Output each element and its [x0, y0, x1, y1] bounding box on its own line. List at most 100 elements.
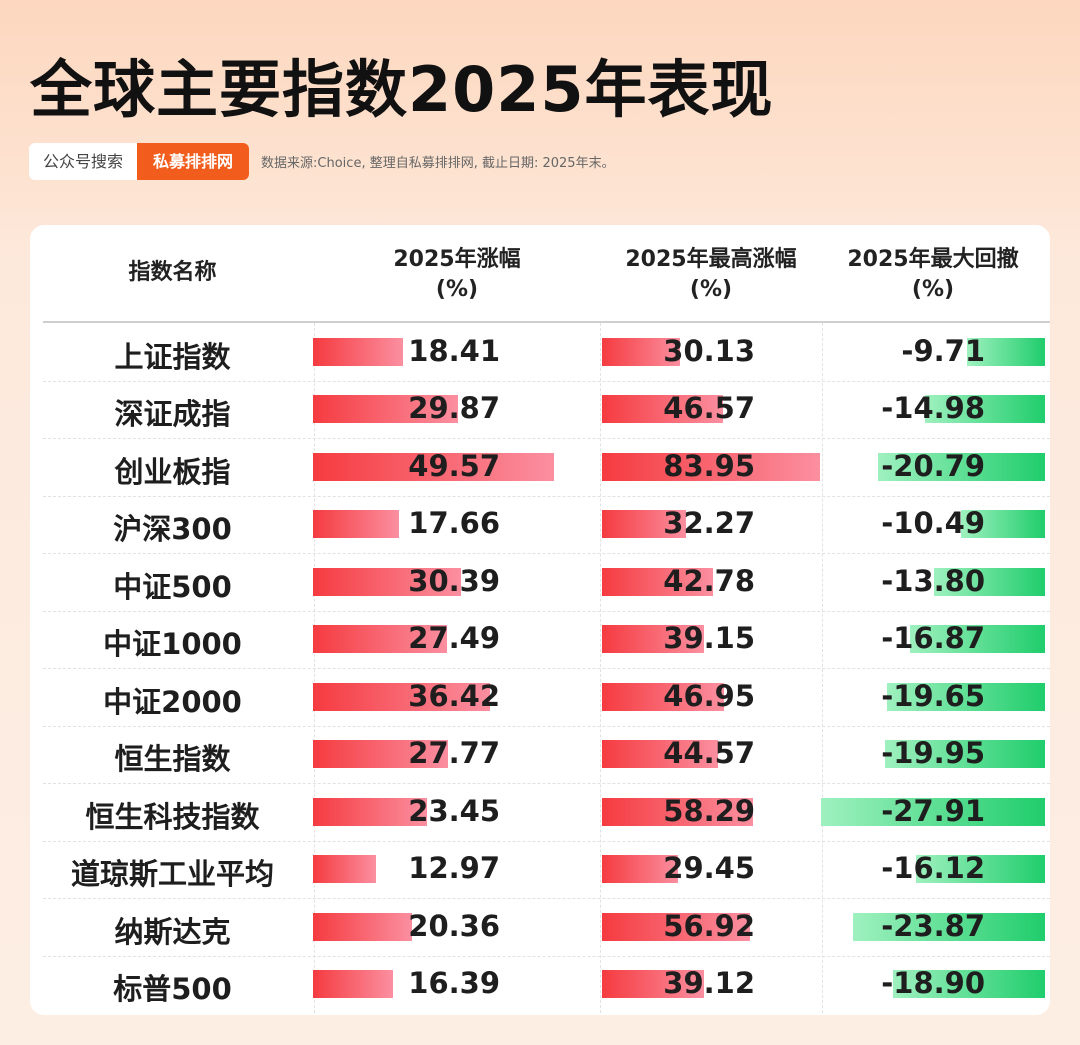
row-separator [43, 955, 1050, 957]
max-gain-value: 46.57 [663, 391, 755, 426]
data-table-card: 指数名称 2025年涨幅 (%) 2025年最高涨幅 (%) 2025年最大回撤… [30, 225, 1050, 1015]
index-name: 中证2000 [103, 684, 242, 719]
column-header-max-drawdown-line2: (%) [911, 277, 955, 302]
source-note: 数据来源:Choice, 整理自私募排排网, 截止日期: 2025年末。 [261, 156, 615, 171]
page-title: 全球主要指数2025年表现 [30, 53, 774, 126]
max-drawdown-value: -16.12 [881, 851, 985, 886]
max-gain-value: 42.78 [663, 563, 755, 598]
row-separator [43, 553, 1050, 554]
ytd-gain-value: 36.42 [408, 678, 500, 713]
max-drawdown-value: -16.87 [881, 621, 985, 656]
column-header-ytd-line1: 2025年涨幅 [393, 247, 521, 272]
max-gain-bar [602, 567, 714, 596]
ytd-gain-bar [313, 855, 377, 884]
ytd-gain-value: 29.87 [408, 391, 500, 426]
index-name: 创业板指 [114, 454, 231, 489]
index-name: 纳斯达克 [114, 914, 231, 949]
column-header-name: 指数名称 [30, 258, 315, 288]
row-separator [43, 783, 1050, 784]
ytd-gain-value: 30.39 [408, 563, 500, 598]
brand-tag: 私募排排网 [137, 143, 250, 180]
max-gain-bar [602, 452, 820, 481]
index-name: 恒生指数 [114, 742, 231, 777]
ytd-gain-bar [313, 970, 393, 999]
row-separator [43, 610, 1050, 612]
ytd-gain-value: 23.45 [408, 793, 500, 828]
max-drawdown-bar [909, 625, 1045, 654]
header-divider [43, 321, 1050, 323]
ytd-gain-bar [313, 740, 448, 769]
max-gain-value: 39.15 [663, 621, 755, 656]
max-gain-value: 58.29 [663, 793, 755, 828]
max-drawdown-bar [924, 395, 1045, 424]
max-gain-value: 39.12 [663, 966, 755, 1001]
max-drawdown-bar [884, 740, 1045, 769]
max-drawdown-value: -19.65 [881, 678, 985, 713]
max-gain-value: 29.45 [663, 851, 755, 886]
search-tag: 公众号搜索 [29, 143, 138, 180]
max-gain-bar [602, 682, 724, 711]
column-header-max-drawdown-line1: 2025年最大回撤 [847, 247, 1019, 272]
row-separator [43, 495, 1050, 497]
column-header-ytd-line2: (%) [435, 277, 479, 302]
row-separator [43, 898, 1050, 899]
row-separator [43, 380, 1050, 382]
source-tag-row: 公众号搜索 私募排排网 数据来源:Choice, 整理自私募排排网, 截止日期:… [29, 143, 615, 180]
max-drawdown-value: -20.79 [881, 448, 985, 483]
max-drawdown-value: -13.80 [881, 563, 985, 598]
max-gain-bar [602, 797, 754, 826]
max-gain-value: 83.95 [663, 448, 755, 483]
ytd-gain-bar [313, 682, 491, 711]
max-gain-value: 46.95 [663, 678, 755, 713]
ytd-gain-bar [313, 510, 399, 539]
max-drawdown-value: -10.49 [881, 506, 985, 541]
column-header-name-line1: 指数名称 [128, 260, 217, 285]
column-header-max-gain: 2025年最高涨幅 (%) [600, 245, 822, 305]
max-drawdown-bar [967, 337, 1045, 366]
row-separator [43, 725, 1050, 727]
index-name: 中证500 [113, 569, 232, 604]
max-gain-bar [602, 740, 718, 769]
max-gain-value: 32.27 [663, 506, 755, 541]
max-drawdown-bar [893, 970, 1045, 999]
ytd-gain-bar [313, 567, 461, 596]
max-gain-bar [602, 337, 681, 366]
column-header-max-gain-line1: 2025年最高涨幅 [625, 247, 797, 272]
row-separator [43, 840, 1050, 842]
ytd-gain-bar [313, 337, 403, 366]
max-drawdown-value: -23.87 [881, 908, 985, 943]
ytd-gain-value: 18.41 [408, 333, 500, 368]
max-drawdown-bar [878, 452, 1045, 481]
index-name: 道琼斯工业平均 [70, 857, 274, 892]
ytd-gain-bar [313, 797, 427, 826]
max-gain-bar [602, 395, 723, 424]
max-gain-value: 56.92 [663, 908, 755, 943]
max-drawdown-bar [915, 855, 1045, 884]
ytd-gain-bar [313, 452, 554, 481]
max-drawdown-bar [960, 510, 1045, 539]
index-name: 深证成指 [114, 397, 231, 432]
ytd-gain-value: 27.49 [408, 621, 500, 656]
max-drawdown-value: -14.98 [881, 391, 985, 426]
column-header-max-drawdown: 2025年最大回撤 (%) [822, 245, 1044, 305]
max-gain-bar [602, 510, 686, 539]
max-gain-bar [602, 625, 704, 654]
max-drawdown-value: -19.95 [881, 736, 985, 771]
max-gain-bar [602, 855, 679, 884]
ytd-gain-value: 17.66 [408, 506, 500, 541]
index-name: 沪深300 [113, 512, 232, 547]
max-drawdown-value: -9.71 [901, 333, 985, 368]
max-gain-bar [602, 970, 704, 999]
max-gain-value: 30.13 [663, 333, 755, 368]
ytd-gain-bar [313, 625, 447, 654]
max-drawdown-bar [887, 682, 1045, 711]
index-name: 中证1000 [103, 627, 242, 662]
max-gain-value: 44.57 [663, 736, 755, 771]
column-header-ytd: 2025年涨幅 (%) [314, 245, 600, 305]
row-separator [43, 668, 1050, 669]
ytd-gain-value: 20.36 [408, 908, 500, 943]
max-drawdown-bar [934, 567, 1045, 596]
max-drawdown-bar [821, 797, 1045, 826]
ytd-gain-value: 49.57 [408, 448, 500, 483]
row-separator [43, 438, 1050, 439]
